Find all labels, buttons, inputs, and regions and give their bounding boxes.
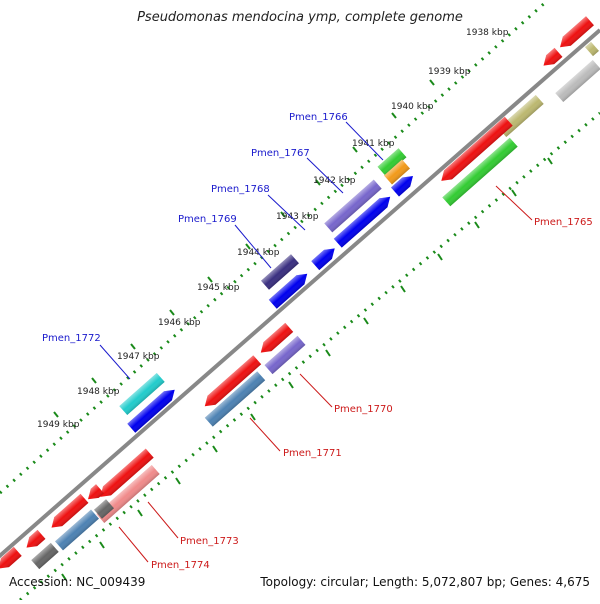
tick-mark [280, 211, 286, 218]
gene-label-inner[interactable]: Pmen_1771 [283, 448, 342, 459]
gene-feature[interactable] [48, 493, 89, 532]
gene-feature[interactable] [55, 509, 99, 551]
tick-mark [437, 253, 443, 261]
tick-mark [474, 221, 480, 229]
tick-mark [511, 189, 517, 197]
tick-mark [547, 157, 553, 165]
tick-mark [91, 377, 97, 384]
tick-label: 1949 kbp [37, 420, 80, 430]
gene-label-inner[interactable]: Pmen_1773 [180, 536, 239, 547]
tick-mark [137, 509, 143, 517]
tick-label: 1945 kbp [197, 283, 240, 293]
gene-label-leader [345, 121, 384, 161]
gene-feature[interactable] [442, 137, 518, 207]
gene-feature[interactable] [261, 254, 299, 290]
gene-label-leader [495, 185, 533, 221]
gene-feature[interactable] [31, 542, 59, 570]
gene-feature[interactable] [384, 159, 410, 185]
tick-label: 1946 kbp [158, 318, 201, 328]
tick-mark [288, 381, 294, 389]
gene-feature[interactable] [94, 499, 114, 519]
gene-label-leader [147, 501, 179, 539]
gene-label-outer[interactable]: Pmen_1768 [211, 184, 270, 195]
tick-mark [352, 146, 358, 153]
tick-label: 1939 kbp [428, 67, 471, 77]
gene-feature[interactable] [127, 385, 178, 433]
map-title: Pseudomonas mendocina ymp, complete geno… [137, 10, 463, 25]
gene-feature[interactable] [96, 448, 154, 502]
tick-mark [207, 276, 213, 283]
gene-feature[interactable] [585, 41, 599, 57]
gene-label-leader [99, 344, 131, 380]
tick-label: 1948 kbp [77, 387, 120, 397]
tick-mark [245, 243, 251, 250]
gene-feature[interactable] [324, 179, 382, 233]
tick-label: 1943 kbp [276, 212, 319, 222]
gene-features [0, 16, 600, 573]
gene-label-outer[interactable]: Pmen_1767 [251, 148, 310, 159]
tick-label: 1938 kbp [466, 28, 509, 38]
tick-mark [130, 343, 136, 350]
tick-mark [363, 317, 369, 325]
gene-label-inner[interactable]: Pmen_1765 [534, 217, 593, 228]
accession-text: Accession: NC_009439 [9, 575, 146, 589]
gene-labels: Pmen_1766 Pmen_1767 Pmen_1768 Pmen_1769 Pmen… [42, 112, 593, 571]
gene-feature[interactable] [377, 148, 407, 176]
tick-label: 1947 kbp [117, 352, 160, 362]
summary-text: Topology: circular; Length: 5,072,807 bp… [260, 575, 590, 589]
gene-feature[interactable] [555, 59, 600, 103]
gene-feature[interactable] [0, 546, 22, 573]
gene-feature[interactable] [540, 47, 563, 70]
gene-feature[interactable] [84, 484, 104, 504]
gene-label-leader [249, 417, 281, 452]
tick-label: 1940 kbp [391, 102, 434, 112]
gene-feature[interactable] [257, 322, 294, 357]
tick-mark [212, 445, 218, 453]
tick-mark [61, 573, 67, 581]
gene-feature[interactable] [204, 371, 266, 427]
tick-mark [315, 179, 321, 186]
gene-feature[interactable] [23, 529, 46, 552]
tick-marks [53, 79, 553, 581]
gene-feature[interactable] [268, 269, 311, 309]
tick-mark [53, 411, 59, 418]
tick-mark [429, 79, 435, 86]
tick-mark [169, 309, 175, 316]
gene-label-outer[interactable]: Pmen_1766 [289, 112, 348, 123]
gene-label-inner[interactable]: Pmen_1774 [151, 560, 210, 571]
gene-feature[interactable] [391, 172, 417, 197]
tick-label: 1942 kbp [313, 176, 356, 186]
tick-mark [99, 541, 105, 549]
genome-backbone [0, 28, 600, 559]
gene-feature[interactable] [311, 244, 338, 271]
gene-feature[interactable] [556, 16, 594, 51]
gene-label-leader [267, 194, 306, 231]
tick-mark [175, 477, 181, 485]
gene-label-leader [299, 373, 333, 408]
gene-feature[interactable] [201, 355, 262, 410]
gene-label-inner[interactable]: Pmen_1770 [334, 404, 393, 415]
tick-mark [391, 112, 397, 119]
tick-mark [250, 413, 256, 421]
gene-feature[interactable] [119, 372, 165, 416]
gene-label-leader [118, 526, 149, 563]
inner-tick-ring [19, 111, 600, 602]
tick-mark [400, 285, 406, 293]
tick-mark [325, 349, 331, 357]
gene-label-leader [306, 157, 344, 194]
gene-feature[interactable] [333, 192, 394, 248]
gene-label-leader [234, 224, 272, 269]
gene-feature[interactable] [264, 335, 306, 375]
gene-label-outer[interactable]: Pmen_1772 [42, 333, 101, 344]
tick-label: 1941 kbp [352, 139, 395, 149]
gene-label-outer[interactable]: Pmen_1769 [178, 214, 237, 225]
gene-feature[interactable] [437, 116, 513, 186]
